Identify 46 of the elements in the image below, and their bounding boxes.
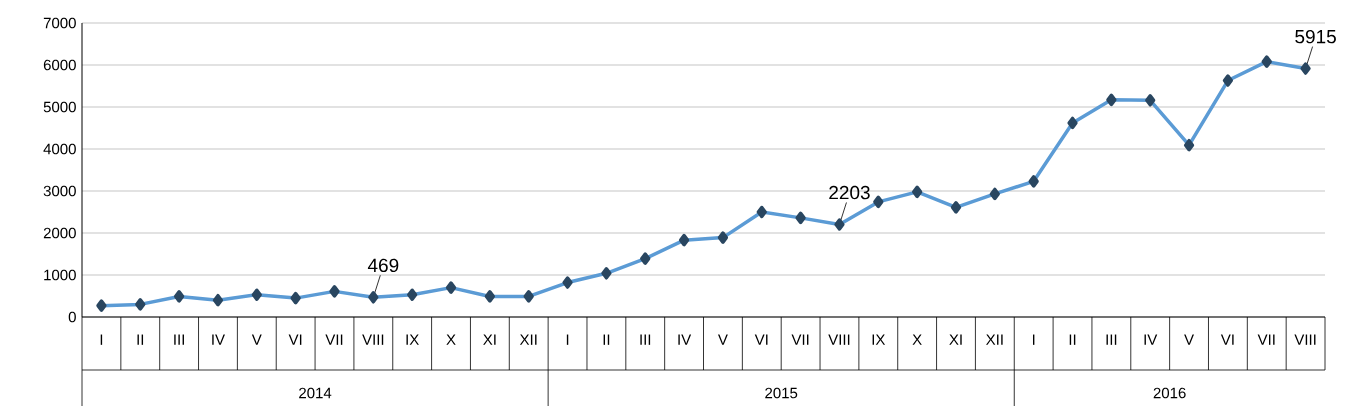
x-tick-label: III bbox=[174, 334, 184, 345]
x-tick-label: VI bbox=[1220, 334, 1234, 345]
x-tick-label: VII bbox=[791, 334, 809, 345]
y-tick-label: 3000 bbox=[43, 185, 76, 197]
data-label: 469 bbox=[367, 258, 399, 273]
x-tick-label: VII bbox=[1257, 334, 1275, 345]
x-tick-label: VI bbox=[288, 334, 302, 345]
x-tick-label: VIII bbox=[362, 334, 384, 345]
x-tick-label: IX bbox=[872, 334, 886, 345]
x-tick-label: XI bbox=[949, 334, 962, 345]
x-tick-label: V bbox=[251, 334, 262, 345]
x-tick-label: IV bbox=[678, 334, 692, 345]
x-tick-label: VII bbox=[325, 334, 343, 345]
y-tick-label: 6000 bbox=[43, 59, 76, 71]
x-tick-label: XI bbox=[483, 334, 496, 345]
y-tick-label: 1000 bbox=[44, 269, 76, 281]
x-tick-label: V bbox=[1184, 334, 1194, 345]
x-tick-label: III bbox=[640, 334, 651, 345]
x-tick-label: I bbox=[566, 334, 569, 345]
y-tick-label: 2000 bbox=[43, 227, 76, 239]
x-tick-label: XII bbox=[519, 334, 537, 345]
x-tick-label: I bbox=[100, 334, 103, 345]
text: 2016 bbox=[1153, 387, 1186, 399]
y-tick-label: 7000 bbox=[43, 17, 76, 29]
x-tick-label: V bbox=[717, 334, 728, 345]
x-tick-label: XII bbox=[986, 334, 1003, 345]
text: 2014 bbox=[299, 387, 332, 399]
x-tick-label: VIII bbox=[1294, 334, 1316, 345]
x-tick-label: II bbox=[137, 334, 144, 345]
x-tick-label: VI bbox=[754, 334, 768, 345]
x-tick-label: II bbox=[1069, 334, 1076, 345]
text: 2015 bbox=[765, 387, 798, 399]
x-tick-label: IV bbox=[1144, 334, 1158, 345]
x-tick-label: IV bbox=[212, 334, 225, 345]
data-label: 2203 bbox=[829, 185, 870, 200]
y-tick-label: 4000 bbox=[43, 143, 76, 155]
y-tick-label: 0 bbox=[68, 311, 76, 323]
x-tick-label: VIII bbox=[828, 334, 850, 345]
x-tick-label: II bbox=[603, 334, 610, 345]
x-tick-label: IX bbox=[406, 334, 419, 345]
x-tick-label: III bbox=[1106, 334, 1117, 345]
y-tick-label: 5000 bbox=[43, 101, 76, 113]
data-label: 5915 bbox=[1295, 29, 1336, 44]
x-tick-label: I bbox=[1032, 334, 1035, 345]
x-tick-label: X bbox=[912, 334, 922, 345]
x-tick-label: X bbox=[446, 334, 456, 345]
